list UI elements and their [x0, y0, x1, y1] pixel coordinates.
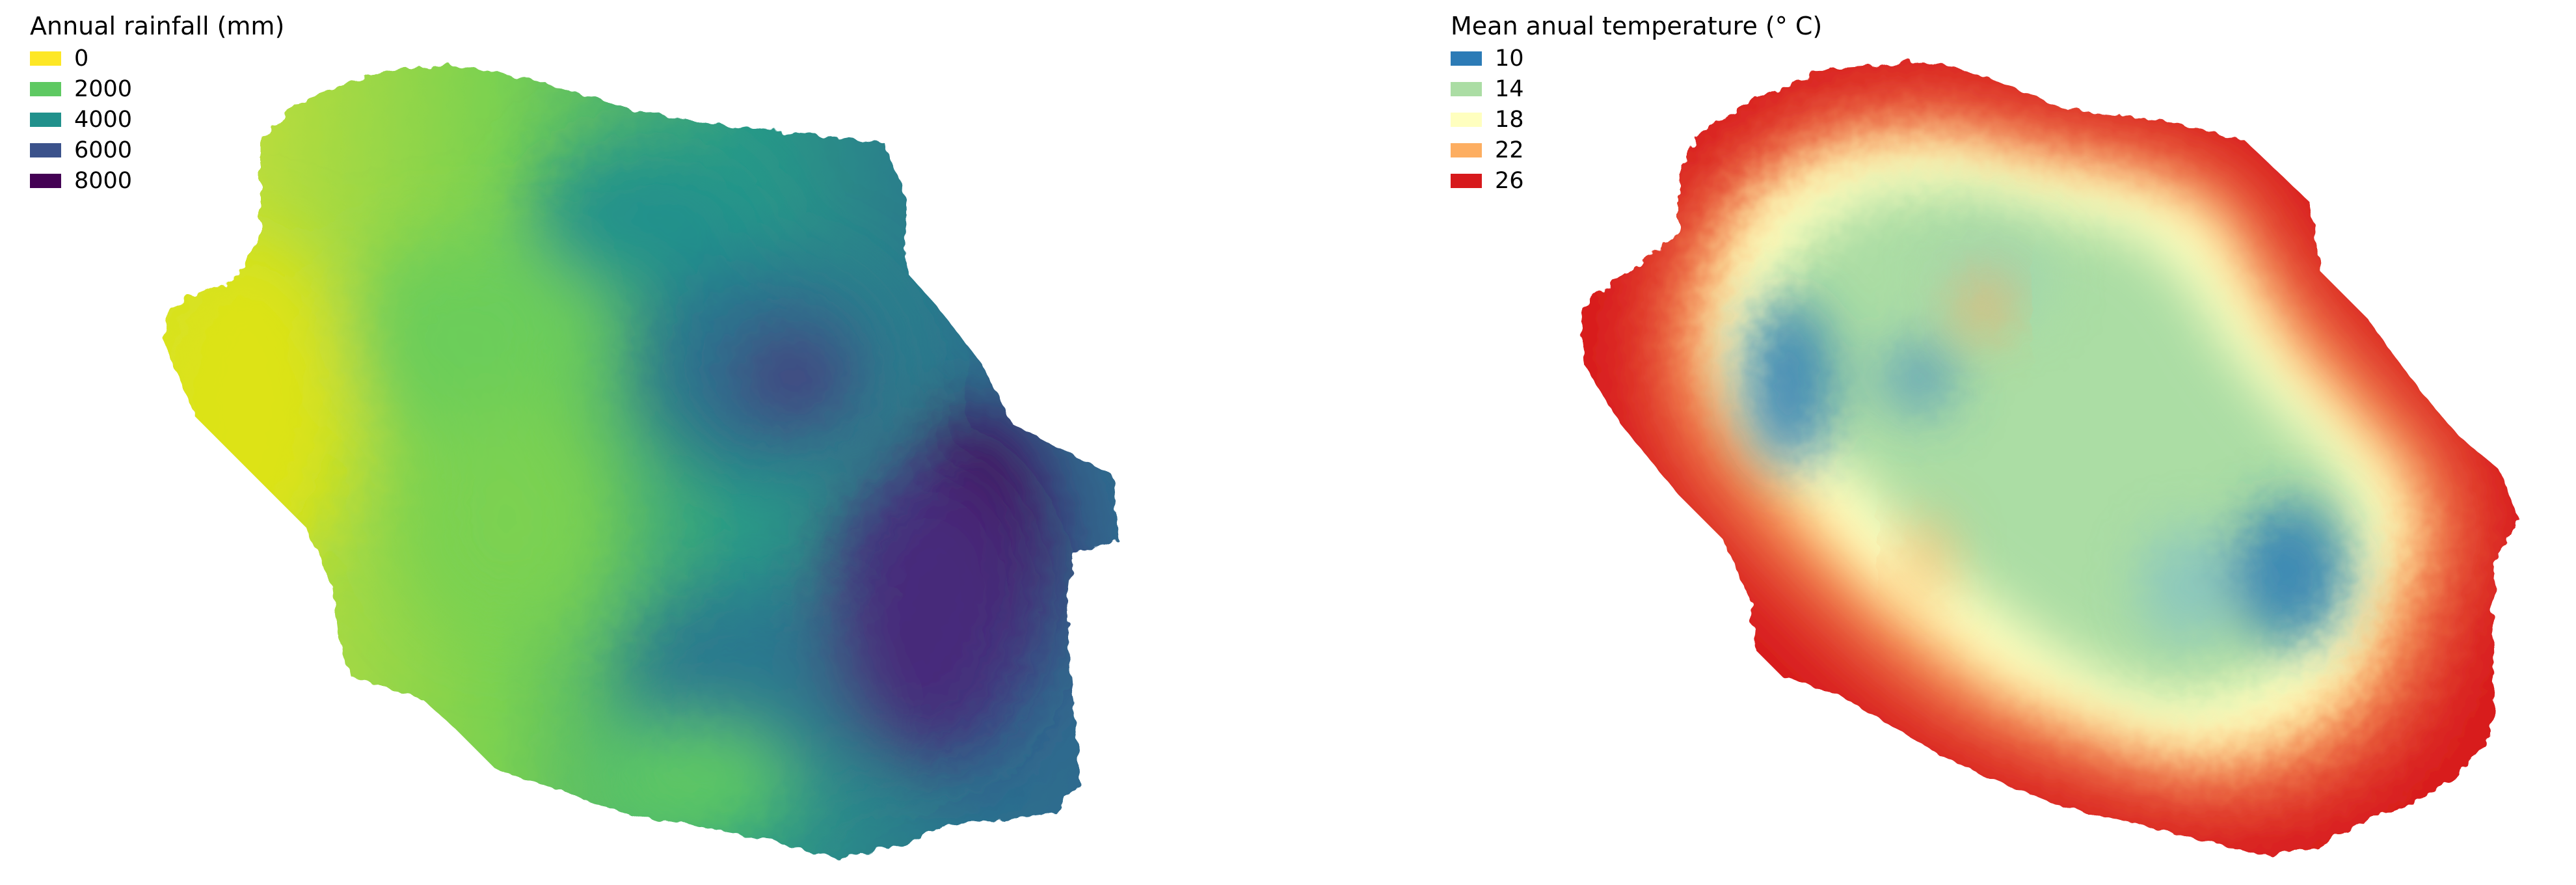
temperature-legend-item: 22 [1451, 135, 1822, 165]
legend-swatch [30, 81, 61, 96]
legend-swatch [1451, 81, 1482, 96]
legend-swatch [1451, 112, 1482, 127]
legend-label: 0 [74, 45, 89, 72]
rainfall-legend-item: 0 [30, 43, 284, 74]
temperature-legend-item: 18 [1451, 104, 1822, 135]
legend-label: 6000 [74, 137, 133, 163]
temperature-map [1581, 62, 2521, 856]
legend-label: 2000 [74, 75, 133, 102]
legend-label: 10 [1495, 45, 1524, 72]
legend-label: 8000 [74, 167, 133, 194]
temperature-legend-item: 26 [1451, 165, 1822, 196]
legend-label: 4000 [74, 106, 133, 133]
temperature-legend: Mean anual temperature (° C) 10 14 18 22… [1451, 12, 1822, 196]
legend-swatch [1451, 51, 1482, 66]
rainfall-legend-item: 6000 [30, 135, 284, 165]
rainfall-map-panel: Annual rainfall (mm) 0 2000 4000 6000 80… [30, 12, 1119, 859]
rainfall-legend-item: 8000 [30, 165, 284, 196]
legend-swatch [30, 51, 61, 66]
legend-swatch [30, 173, 61, 188]
rainfall-legend-title: Annual rainfall (mm) [30, 12, 285, 40]
legend-swatch [1451, 173, 1482, 188]
temperature-legend-title: Mean anual temperature (° C) [1451, 12, 1823, 40]
temperature-legend-item: 10 [1451, 43, 1822, 74]
temperature-legend-item: 14 [1451, 74, 1822, 104]
legend-swatch [1451, 143, 1482, 157]
legend-label: 22 [1495, 137, 1524, 163]
legend-label: 14 [1495, 75, 1524, 102]
legend-label: 18 [1495, 106, 1524, 133]
rainfall-legend-item: 2000 [30, 74, 284, 104]
legend-swatch [30, 112, 61, 127]
rainfall-legend: Annual rainfall (mm) 0 2000 4000 6000 80… [30, 12, 284, 196]
rainfall-legend-item: 4000 [30, 104, 284, 135]
legend-swatch [30, 143, 61, 157]
rainfall-map [163, 65, 1119, 859]
legend-label: 26 [1495, 167, 1524, 194]
temperature-map-panel: Mean anual temperature (° C) 10 14 18 22… [1418, 0, 2576, 885]
